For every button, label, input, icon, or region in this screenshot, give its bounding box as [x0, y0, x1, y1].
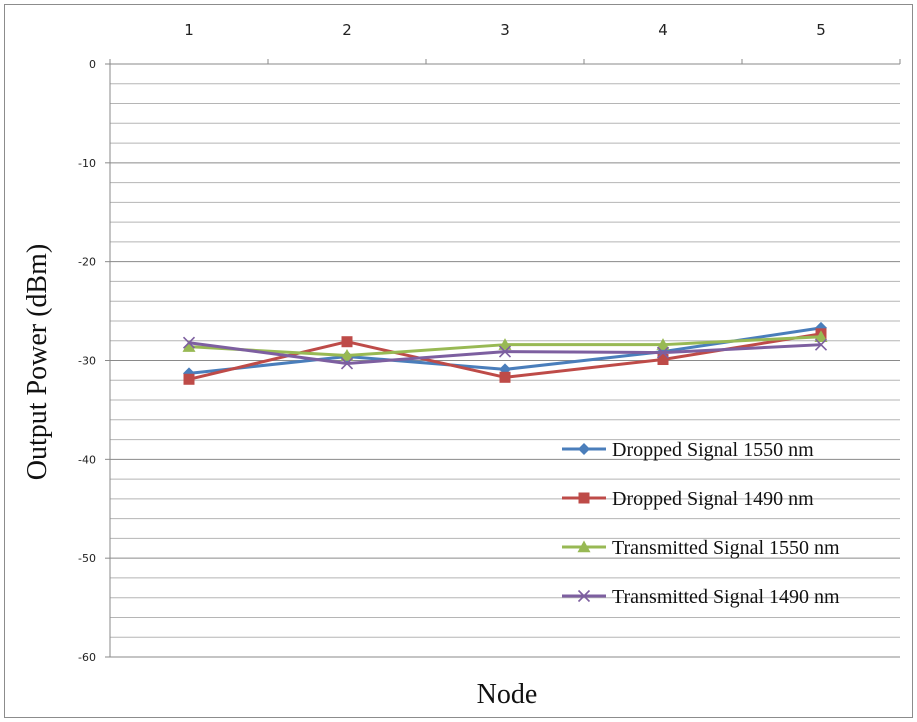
legend-label: Transmitted Signal 1490 nm [612, 586, 840, 608]
x-tick-label: 3 [500, 21, 510, 39]
legend-swatch-marker [578, 492, 590, 504]
data-point [657, 354, 669, 366]
data-point [499, 371, 511, 383]
legend: Dropped Signal 1550 nm Dropped Signal 149… [562, 439, 840, 608]
data-point [814, 330, 828, 342]
y-tick-label: -20 [78, 256, 96, 269]
data-point [498, 338, 512, 350]
legend-entry: Dropped Signal 1550 nm [562, 439, 814, 461]
y-axis-label: Output Power (dBm) [22, 244, 53, 480]
legend-entry: Dropped Signal 1490 nm [562, 488, 814, 510]
data-point [656, 338, 670, 350]
data-point [498, 345, 512, 358]
y-tick-label: -10 [78, 157, 96, 170]
y-tick-label: -60 [78, 651, 96, 664]
y-tick-label: 0 [89, 58, 96, 71]
x-tick-label: 2 [342, 21, 352, 39]
marker-stroke [577, 589, 591, 603]
gridlines [105, 59, 901, 658]
legend-label: Transmitted Signal 1550 nm [612, 537, 840, 559]
marker-stroke [814, 338, 828, 351]
data-point [182, 336, 196, 349]
marker-stroke [656, 346, 670, 359]
data-point [341, 336, 353, 348]
y-tick-label: -30 [78, 355, 96, 368]
series-group [182, 321, 828, 385]
x-tick-label: 1 [184, 21, 194, 39]
y-tick-label: -40 [78, 453, 96, 466]
legend-swatch-marker [577, 589, 591, 603]
data-point [340, 349, 354, 361]
marker-stroke [498, 345, 512, 358]
series-3 [182, 330, 828, 361]
x-tick-label: 5 [816, 21, 826, 39]
legend-swatch-marker [577, 540, 591, 553]
data-point [182, 340, 196, 352]
x-tick-labels: 1 2 3 4 5 [184, 21, 826, 39]
marker-stroke [182, 336, 196, 349]
legend-swatch-marker [578, 443, 590, 455]
x-axis-label: Node [477, 679, 538, 710]
y-tick-label: -50 [78, 552, 96, 565]
data-point [183, 373, 195, 385]
marker-stroke [340, 357, 354, 370]
series-4 [182, 336, 828, 370]
series-2 [183, 328, 827, 385]
legend-label: Dropped Signal 1550 nm [612, 439, 814, 461]
legend-entry: Transmitted Signal 1550 nm [562, 537, 840, 559]
data-point [656, 346, 670, 359]
y-tick-labels: 0 -10 -20 -30 -40 -50 -60 [78, 58, 96, 664]
legend-label: Dropped Signal 1490 nm [612, 488, 814, 510]
data-point [814, 338, 828, 351]
x-tick-label: 4 [658, 21, 668, 39]
legend-entry: Transmitted Signal 1490 nm [562, 586, 840, 608]
data-point [340, 357, 354, 370]
